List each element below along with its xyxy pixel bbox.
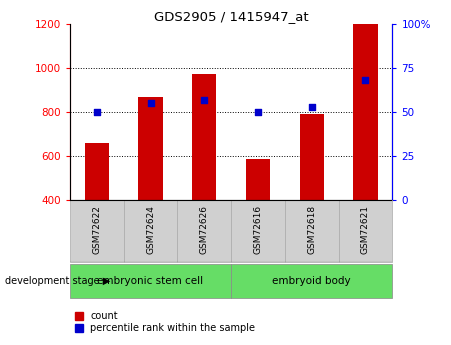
Point xyxy=(308,104,315,110)
Bar xyxy=(124,200,177,262)
Bar xyxy=(285,200,339,262)
Point xyxy=(93,109,101,115)
Text: GSM72624: GSM72624 xyxy=(146,206,155,254)
Text: GSM72616: GSM72616 xyxy=(253,205,262,255)
Title: GDS2905 / 1415947_at: GDS2905 / 1415947_at xyxy=(154,10,308,23)
Bar xyxy=(85,143,109,200)
Bar xyxy=(231,264,392,298)
Text: development stage ▶: development stage ▶ xyxy=(5,276,110,286)
Bar xyxy=(70,264,231,298)
Bar xyxy=(177,200,231,262)
Text: embryoid body: embryoid body xyxy=(272,276,351,286)
Bar xyxy=(138,97,163,200)
Text: GSM72621: GSM72621 xyxy=(361,205,370,254)
Bar xyxy=(354,24,377,200)
Legend: count, percentile rank within the sample: count, percentile rank within the sample xyxy=(75,311,255,333)
Text: GSM72622: GSM72622 xyxy=(92,206,101,254)
Text: GSM72618: GSM72618 xyxy=(307,205,316,255)
Bar xyxy=(246,159,270,200)
Bar xyxy=(70,200,124,262)
Bar xyxy=(231,200,285,262)
Text: GSM72626: GSM72626 xyxy=(200,205,209,254)
Bar xyxy=(339,200,392,262)
Bar xyxy=(299,114,324,200)
Bar xyxy=(192,73,216,200)
Point xyxy=(254,109,262,115)
Point xyxy=(147,101,154,106)
Point xyxy=(362,78,369,83)
Point xyxy=(201,97,208,102)
Text: embryonic stem cell: embryonic stem cell xyxy=(97,276,203,286)
